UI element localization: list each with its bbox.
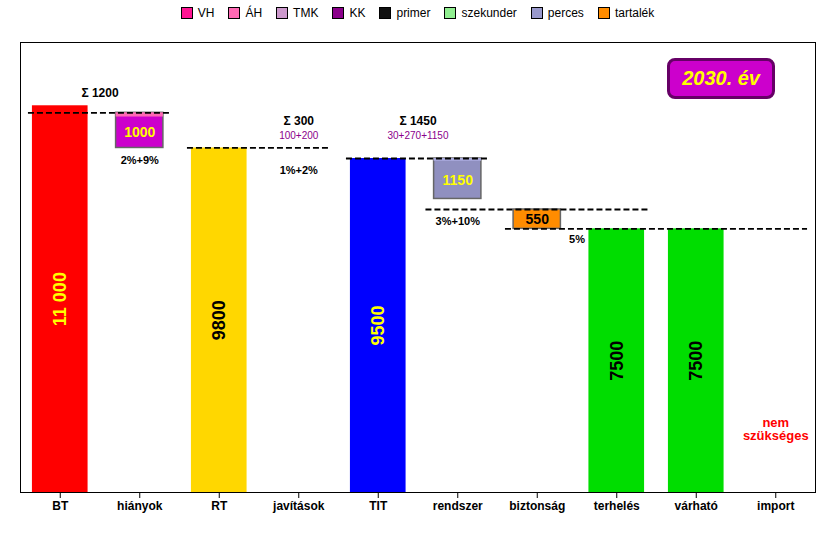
svg-text:7500: 7500 <box>607 341 627 381</box>
svg-text:7500: 7500 <box>686 341 706 381</box>
html-text:tartalék: tartalék <box>614 6 655 20</box>
svg-text:5%: 5% <box>569 233 585 245</box>
html-text:TMK: TMK <box>293 6 319 20</box>
svg-text:Σ 1450: Σ 1450 <box>399 114 437 128</box>
svg-text:Σ 300: Σ 300 <box>283 114 314 128</box>
svg-text:TIT: TIT <box>369 499 388 513</box>
svg-text:30+270+1150: 30+270+1150 <box>388 130 449 141</box>
svg-text:1150: 1150 <box>443 172 474 188</box>
svg-text:1%+2%: 1%+2% <box>280 164 318 176</box>
svg-text:1000: 1000 <box>124 124 155 140</box>
html-text:perces: perces <box>547 6 584 20</box>
svg-text:nemszükséges: nemszükséges <box>743 415 809 443</box>
svg-text:terhelés: terhelés <box>594 499 640 513</box>
svg-text:rendszer: rendszer <box>433 499 483 513</box>
html-text:szekunder: szekunder <box>461 6 517 20</box>
svg-text:550: 550 <box>526 211 550 227</box>
svg-text:biztonság: biztonság <box>509 499 565 513</box>
html-text:2030. év: 2030. év <box>682 67 760 89</box>
svg-text:9800: 9800 <box>209 300 229 340</box>
svg-text:hiányok: hiányok <box>117 499 163 513</box>
svg-text:2%+9%: 2%+9% <box>121 154 159 166</box>
svg-text:RT: RT <box>211 499 228 513</box>
html-text:VH: VH <box>197 6 215 20</box>
svg-text:Σ 1200: Σ 1200 <box>81 86 119 100</box>
svg-text:3%+10%: 3%+10% <box>436 215 481 227</box>
svg-text:100+200: 100+200 <box>279 130 319 141</box>
html-text:KK: KK <box>349 6 366 20</box>
html-text:ÁH: ÁH <box>245 6 263 20</box>
svg-text:javítások: javítások <box>272 499 325 513</box>
svg-text:várható: várható <box>675 499 718 513</box>
svg-text:9500: 9500 <box>368 305 388 345</box>
html-text:primer: primer <box>396 6 431 20</box>
svg-text:11 000: 11 000 <box>50 272 70 326</box>
svg-text:import: import <box>757 499 794 513</box>
svg-text:BT: BT <box>52 499 69 513</box>
